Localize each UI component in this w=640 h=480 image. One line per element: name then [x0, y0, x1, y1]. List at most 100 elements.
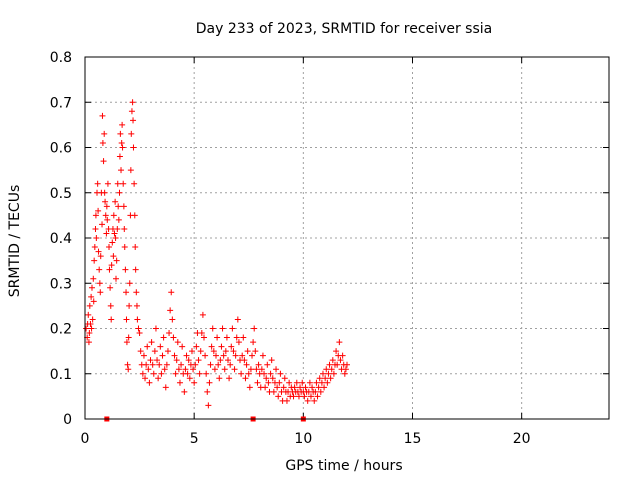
- data-point: [112, 198, 119, 205]
- data-point: [123, 316, 130, 323]
- data-point: [293, 379, 300, 386]
- data-point: [123, 339, 130, 346]
- data-point: [113, 257, 120, 264]
- data-point: [196, 370, 203, 377]
- data-point: [328, 366, 335, 373]
- data-point: [259, 352, 266, 359]
- data-point: [215, 361, 222, 368]
- data-point: [280, 384, 287, 391]
- data-point: [116, 189, 123, 196]
- data-point: [169, 316, 176, 323]
- data-point: [125, 366, 132, 373]
- data-point: [104, 216, 111, 223]
- y-axis-label: SRMTID / TECUs: [7, 185, 23, 298]
- chart-title: Day 233 of 2023, SRMTID for receiver ssi…: [196, 21, 492, 37]
- data-point: [112, 235, 119, 241]
- data-point: [126, 302, 133, 309]
- data-point: [155, 375, 162, 382]
- data-point: [192, 361, 199, 368]
- data-point: [208, 343, 215, 350]
- data-point: [191, 379, 198, 386]
- y-tick-label: 0: [63, 412, 72, 428]
- data-point: [273, 366, 280, 373]
- data-point: [255, 361, 262, 368]
- data-point: [313, 379, 320, 386]
- data-point: [339, 352, 346, 359]
- data-point: [325, 370, 332, 377]
- data-point: [99, 221, 106, 228]
- data-point: [97, 253, 104, 260]
- data-point: [238, 370, 245, 377]
- data-point: [202, 352, 209, 359]
- data-point: [302, 384, 309, 391]
- data-point: [312, 388, 319, 395]
- data-point: [184, 370, 191, 377]
- data-point: [103, 203, 110, 210]
- tick-layer: 0 0.1 0.2 0.3 0.4 0.5 0.6 0.7 0.8 0 5 10 15 20: [50, 50, 609, 447]
- data-point: [319, 370, 326, 377]
- data-point: [241, 357, 248, 364]
- data-point: [193, 343, 200, 350]
- data-point: [337, 357, 344, 364]
- data-point: [85, 311, 92, 318]
- data-point: [119, 121, 126, 128]
- data-point: [249, 352, 256, 359]
- data-point: [336, 339, 343, 346]
- x-tick-label: 20: [513, 431, 531, 447]
- data-point: [99, 139, 106, 146]
- data-point: [111, 230, 118, 237]
- data-point: [262, 384, 269, 391]
- data-point: [130, 117, 137, 124]
- data-point: [239, 352, 246, 359]
- data-point: [172, 370, 179, 377]
- data-point: [92, 212, 99, 219]
- data-point: [89, 316, 96, 323]
- data-point: [329, 357, 336, 364]
- data-point: [86, 302, 93, 309]
- data-point: [197, 348, 204, 355]
- data-point: [261, 370, 268, 377]
- data-point: [107, 284, 114, 291]
- data-point: [123, 289, 130, 296]
- data-point: [230, 348, 237, 355]
- data-point: [316, 375, 323, 382]
- data-point: [334, 361, 341, 368]
- data-point: [281, 375, 288, 382]
- data-point: [132, 266, 139, 273]
- data-point: [160, 334, 167, 341]
- data-point: [87, 320, 94, 327]
- data-point: [220, 352, 227, 359]
- data-point: [91, 257, 98, 264]
- data-point: [333, 348, 340, 355]
- x-tick-label: 10: [294, 431, 312, 447]
- data-point: [137, 348, 144, 355]
- data-point: [126, 280, 133, 287]
- data-point: [168, 289, 175, 296]
- data-point: [327, 375, 334, 382]
- x-tick-label: 15: [404, 431, 422, 447]
- data-point: [175, 366, 182, 373]
- data-point: [317, 388, 324, 395]
- data-point: [182, 366, 189, 373]
- data-point: [223, 334, 230, 341]
- data-point: [207, 361, 214, 368]
- data-point: [301, 393, 308, 400]
- data-point: [164, 348, 171, 355]
- data-point: [226, 375, 233, 382]
- data-point: [125, 334, 132, 341]
- data-point: [181, 388, 188, 395]
- data-point: [114, 180, 121, 187]
- data-point: [100, 158, 107, 165]
- data-point: [110, 212, 117, 219]
- data-point: [96, 266, 103, 273]
- x-axis-label: GPS time / hours: [285, 458, 402, 474]
- data-point: [231, 366, 238, 373]
- data-point: [158, 370, 165, 377]
- y-tick-label: 0.1: [50, 367, 72, 383]
- data-point: [108, 316, 115, 323]
- data-point: [119, 144, 126, 151]
- data-points: [83, 99, 350, 409]
- data-point: [120, 203, 127, 210]
- data-point: [243, 361, 250, 368]
- data-point: [245, 370, 252, 377]
